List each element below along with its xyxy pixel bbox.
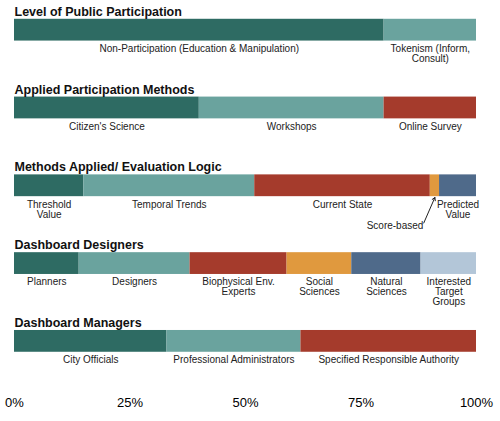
svg-text:50%: 50%: [232, 395, 258, 410]
svg-text:Workshops: Workshops: [267, 121, 317, 132]
svg-text:City Officials: City Officials: [63, 354, 118, 365]
svg-text:Biophysical Env.Experts: Biophysical Env.Experts: [202, 276, 275, 297]
svg-text:Methods Applied/ Evaluation Lo: Methods Applied/ Evaluation Logic: [15, 160, 222, 174]
svg-text:Dashboard Managers: Dashboard Managers: [15, 316, 142, 330]
svg-text:75%: 75%: [348, 395, 374, 410]
svg-text:Citizen's Science: Citizen's Science: [69, 121, 145, 132]
svg-text:0%: 0%: [5, 395, 24, 410]
svg-text:Level of Public Participation: Level of Public Participation: [15, 5, 182, 19]
svg-text:Planners: Planners: [27, 276, 66, 287]
svg-text:Score-based: Score-based: [367, 220, 424, 231]
svg-text:ThresholdValue: ThresholdValue: [27, 199, 71, 220]
svg-text:PredictedValue: PredictedValue: [437, 199, 479, 220]
svg-text:Online Survey: Online Survey: [399, 121, 462, 132]
svg-text:Dashboard Designers: Dashboard Designers: [15, 238, 144, 252]
svg-text:Designers: Designers: [112, 276, 157, 287]
svg-text:Non-Participation (Education &: Non-Participation (Education & Manipulat…: [100, 43, 300, 54]
svg-text:Tokenism (Inform,Consult): Tokenism (Inform,Consult): [391, 43, 470, 64]
svg-text:100%: 100%: [460, 395, 494, 410]
svg-text:25%: 25%: [117, 395, 143, 410]
svg-text:Specified Responsible Authorit: Specified Responsible Authority: [318, 354, 459, 365]
svg-text:Temporal Trends: Temporal Trends: [132, 199, 206, 210]
svg-text:SocialSciences: SocialSciences: [299, 276, 340, 297]
svg-text:InterestedTargetGroups: InterestedTargetGroups: [427, 276, 471, 307]
svg-text:Current State: Current State: [313, 199, 373, 210]
svg-text:Applied Participation Methods: Applied Participation Methods: [15, 83, 195, 97]
svg-text:NaturalSciences: NaturalSciences: [366, 276, 407, 297]
svg-text:Professional Administrators: Professional Administrators: [173, 354, 294, 365]
